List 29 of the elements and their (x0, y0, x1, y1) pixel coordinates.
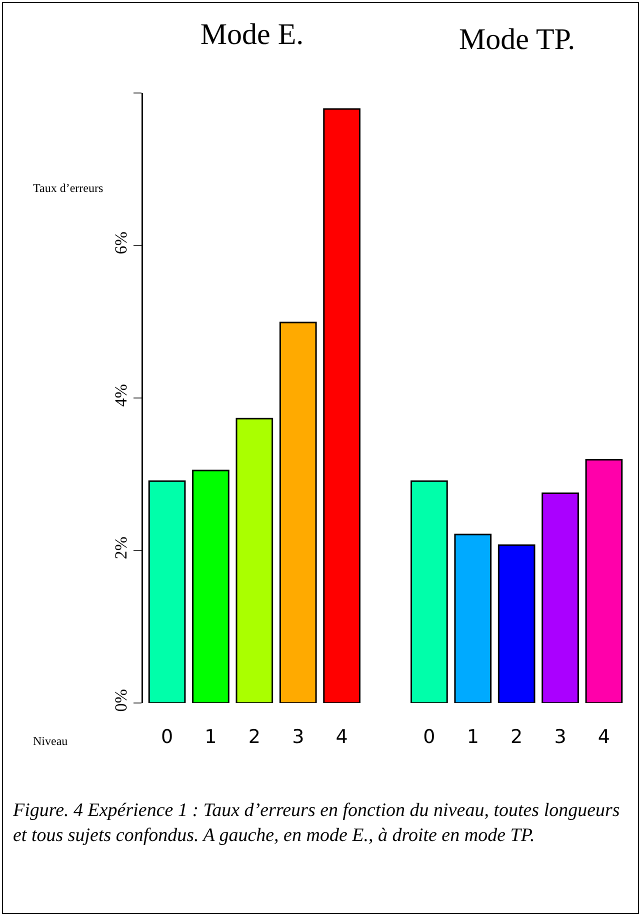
x-tick-label: 2 (510, 726, 523, 748)
chart-title: Mode E. (200, 18, 304, 51)
bar (542, 492, 579, 703)
x-tick-label: 1 (204, 726, 217, 748)
y-tick-label: 6% (112, 232, 131, 254)
text: Figure. 4 Expérience 1 : Taux d’erreurs en fonction du niveau, toutes longueurs et tous sujets confondus. A gauche, en mode E., à droite en mode TP. (13, 799, 621, 848)
bar (148, 480, 186, 703)
bar (279, 322, 317, 703)
x-tick-label: 3 (292, 726, 304, 748)
x-tick-label: 4 (336, 726, 348, 748)
x-tick-label: 1 (466, 726, 479, 748)
text: Mode TP. (459, 23, 576, 56)
x-axis-title: Niveau (33, 734, 68, 748)
y-tick-label: 0% (112, 689, 131, 712)
bar (323, 108, 360, 703)
y-tick-label: 2% (112, 536, 131, 560)
x-tick-label: 0 (423, 726, 436, 748)
bar (498, 544, 536, 703)
bar (454, 534, 492, 703)
y-tick-label: 4% (112, 384, 131, 407)
x-tick-label: 4 (598, 726, 610, 748)
bar (192, 470, 230, 703)
bar (410, 480, 448, 703)
x-tick-label: 0 (160, 726, 174, 748)
x-tick-label: 2 (248, 726, 260, 748)
x-tick-label: 3 (554, 726, 566, 748)
y-axis-title: Taux d’erreurs (33, 181, 104, 195)
bar (236, 418, 274, 703)
bar (585, 459, 623, 703)
